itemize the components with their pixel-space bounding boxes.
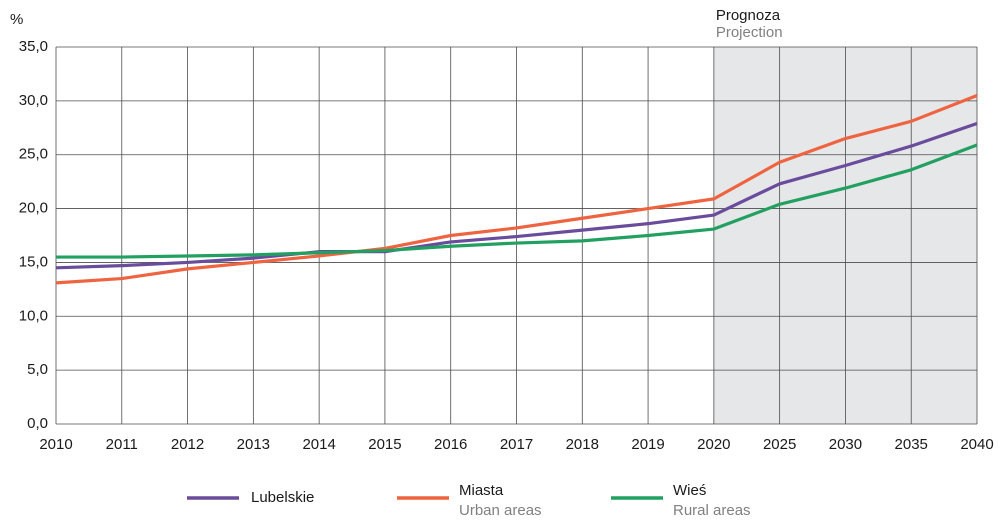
x-tick-label: 2011 xyxy=(106,436,138,453)
x-tick-label: 2012 xyxy=(171,436,204,453)
y-tick-label: 35,0 xyxy=(19,38,48,55)
series-line xyxy=(55,93,978,285)
x-tick-label: 2013 xyxy=(237,436,270,453)
y-tick-label: 15,0 xyxy=(19,253,48,270)
x-tick-label: 2030 xyxy=(829,436,862,453)
x-tick-label: 2015 xyxy=(368,436,401,453)
x-tick-label: 2018 xyxy=(566,436,599,453)
legend-label: Wieś xyxy=(673,482,706,499)
x-tick-label: 2014 xyxy=(302,436,335,453)
x-tick-label: 2017 xyxy=(500,436,533,453)
projection-label: Prognoza xyxy=(716,7,781,24)
x-tick-label: 2035 xyxy=(895,436,928,453)
x-tick-label: 2019 xyxy=(631,436,664,453)
legend-label: Miasta xyxy=(459,482,504,499)
y-axis-label: % xyxy=(10,11,23,28)
y-tick-label: 25,0 xyxy=(19,146,48,163)
y-tick-label: 10,0 xyxy=(19,307,48,324)
x-tick-label: 2040 xyxy=(960,436,993,453)
x-tick-label: 2020 xyxy=(697,436,730,453)
x-tick-label: 2016 xyxy=(434,436,467,453)
series-line xyxy=(55,121,978,270)
y-tick-label: 0,0 xyxy=(27,415,48,432)
y-tick-label: 20,0 xyxy=(19,200,48,217)
series-line xyxy=(56,143,978,259)
legend-label-en: Urban areas xyxy=(459,502,542,519)
y-tick-label: 30,0 xyxy=(19,92,48,109)
legend-label-en: Rural areas xyxy=(673,502,751,519)
x-tick-label: 2025 xyxy=(763,436,796,453)
x-tick-label: 2010 xyxy=(39,436,72,453)
projection-label-en: Projection xyxy=(716,24,783,41)
legend-label: Lubelskie xyxy=(251,489,314,506)
y-tick-label: 5,0 xyxy=(27,361,48,378)
